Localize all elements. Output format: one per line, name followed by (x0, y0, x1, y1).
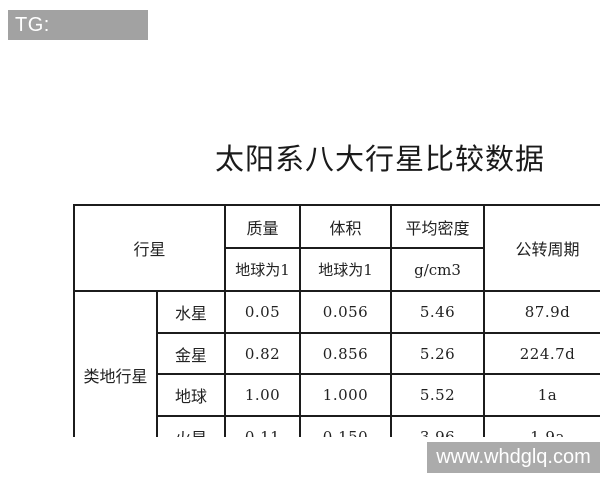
planet-name: 地球 (155, 373, 227, 417)
header-mass: 质量 (224, 204, 302, 249)
tg-tag-badge: TG: MYYJJPP (8, 10, 148, 66)
volume-value: 0.056 (299, 290, 393, 334)
planets-table: 行星 质量 体积 平均密度 公转周期 地球为1 地球为1 g/cm3 类地行星 … (73, 204, 600, 437)
period-value: 1a (483, 373, 600, 417)
volume-value: 0.856 (299, 332, 393, 375)
planet-name: 金星 (155, 332, 227, 375)
header-density: 平均密度 (390, 204, 486, 249)
mass-value: 1.00 (224, 373, 302, 417)
header-volume-unit: 地球为1 (299, 247, 393, 292)
period-value: 1.9a (483, 415, 600, 437)
header-density-unit: g/cm3 (390, 247, 486, 292)
mass-value: 0.11 (224, 415, 302, 437)
density-value: 5.46 (390, 290, 486, 334)
planet-name: 水星 (155, 290, 227, 334)
header-volume: 体积 (299, 204, 393, 249)
mass-value: 0.82 (224, 332, 302, 375)
planet-name: 火星 (155, 415, 227, 437)
table-row-earth: 地球 1.00 1.000 5.52 1a (74, 373, 600, 417)
page-title: 太阳系八大行星比较数据 (215, 142, 546, 176)
volume-value: 0.150 (299, 415, 393, 437)
density-value: 3.96 (390, 415, 486, 437)
site-watermark: www.whdglq.com (427, 442, 600, 473)
table-row-venus: 金星 0.82 0.856 5.26 224.7d (74, 332, 600, 375)
density-value: 5.52 (390, 373, 486, 417)
planets-table-container: 行星 质量 体积 平均密度 公转周期 地球为1 地球为1 g/cm3 类地行星 … (73, 204, 600, 437)
table-row-mercury: 类地行星 水星 0.05 0.056 5.46 87.9d (73, 290, 600, 437)
header-planet: 行星 (73, 204, 227, 292)
table-header-row-2: 地球为1 地球为1 g/cm3 (74, 247, 600, 292)
category-cell: 类地行星 (73, 290, 158, 437)
table-header-row-1: 行星 质量 体积 平均密度 公转周期 (73, 204, 600, 292)
table-row-mars: 火星 0.11 0.150 3.96 1.9a (74, 415, 600, 437)
period-value: 87.9d (483, 290, 600, 334)
header-period: 公转周期 (483, 204, 600, 292)
volume-value: 1.000 (299, 373, 393, 417)
density-value: 5.26 (390, 332, 486, 375)
period-value: 224.7d (483, 332, 600, 375)
header-mass-unit: 地球为1 (224, 247, 302, 292)
mass-value: 0.05 (224, 290, 302, 334)
